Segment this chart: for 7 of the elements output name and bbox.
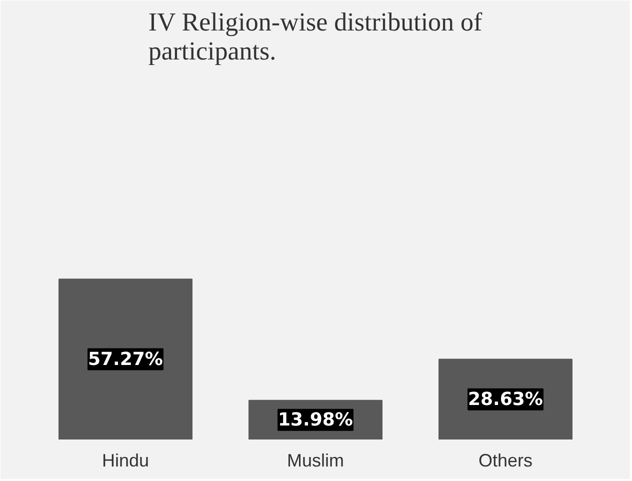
data-label: 28.63% [468,388,543,410]
x-tick-label: Muslim [287,450,344,470]
x-tick-label: Others [478,450,533,470]
data-label: 57.27% [88,348,163,370]
data-label: 13.98% [278,409,353,430]
x-tick-label: Hindu [102,450,150,470]
chart-title: IV Religion-wise distribution of participants. [148,8,483,66]
